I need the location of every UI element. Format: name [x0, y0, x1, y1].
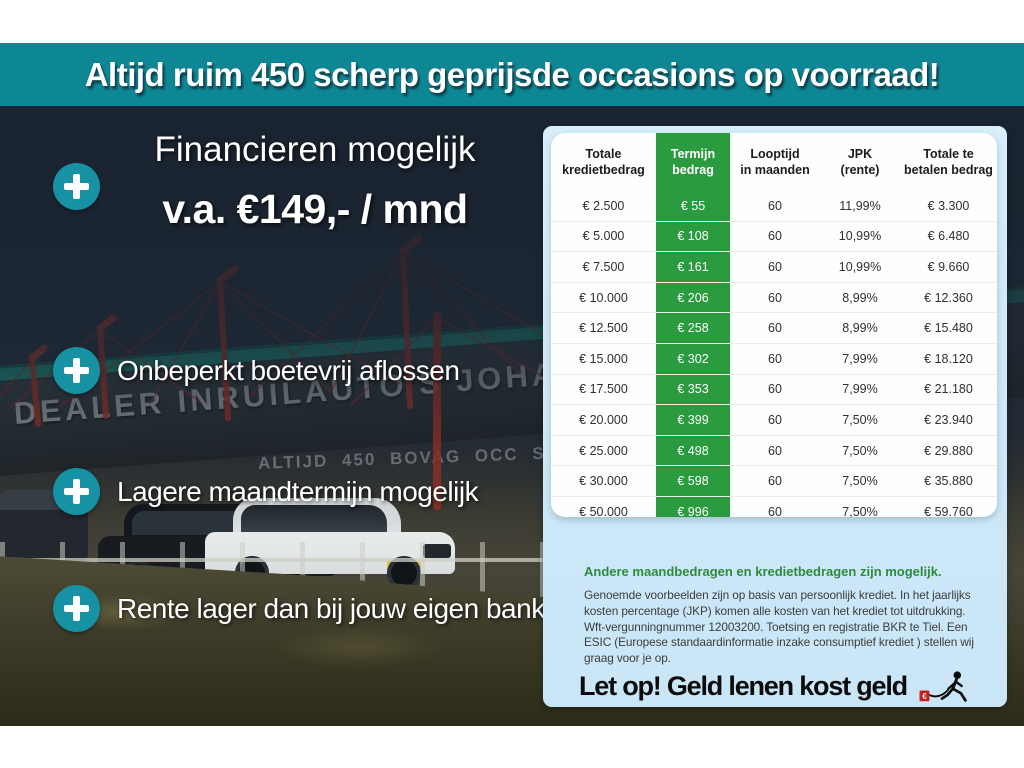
column-header: Totale kredietbedrag — [562, 146, 645, 177]
bullet-text: Lagere maandtermijn mogelijk — [117, 475, 479, 507]
cell: 60 — [768, 198, 782, 213]
table-header-row: Totale kredietbedrag Termijn bedrag Loop… — [551, 133, 997, 191]
cell: 7,99% — [842, 382, 878, 397]
table-row: € 2.500 € 55 60 11,99% € 3.300 — [551, 191, 997, 221]
plus-icon — [53, 468, 100, 515]
column-header: Totale te betalen bedrag — [904, 146, 993, 177]
cell: 10,99% — [838, 259, 882, 274]
cell: € 353 — [677, 382, 709, 397]
cell: € 206 — [677, 290, 709, 305]
cell: € 55 — [680, 198, 706, 213]
table-row: € 50.000 € 996 60 7,50% € 59.760 — [551, 495, 997, 517]
banner-text: Altijd ruim 450 scherp geprijsde occasio… — [84, 55, 940, 93]
cell: € 7.500 — [582, 259, 625, 274]
cell: € 996 — [677, 504, 709, 517]
table-row: € 15.000 € 302 60 7,99% € 18.120 — [551, 342, 997, 374]
cell: € 598 — [677, 474, 709, 489]
finance-headline: Financieren mogelijk v.a. €149,- / mnd — [105, 130, 525, 233]
bullet-item: Lagere maandtermijn mogelijk — [53, 468, 479, 515]
cell: 10,99% — [838, 229, 882, 244]
table-row: € 20.000 € 399 60 7,50% € 23.940 — [551, 404, 997, 435]
cell: € 30.000 — [579, 474, 628, 489]
plus-icon — [53, 163, 100, 210]
cell: € 302 — [677, 351, 709, 366]
bullet-text: Rente lager dan bij jouw eigen bank — [117, 592, 545, 624]
cell: 60 — [768, 443, 782, 458]
cell: € 12.500 — [579, 321, 628, 336]
table-row: € 30.000 € 598 60 7,50% € 35.880 — [551, 465, 997, 496]
cell: € 399 — [677, 412, 709, 427]
cell: 60 — [768, 259, 782, 274]
bullet-text: Onbeperkt boetevrij aflossen — [117, 354, 460, 386]
cell: € 5.000 — [582, 229, 625, 244]
column-header: Looptijd in maanden — [740, 146, 810, 177]
svg-text:€: € — [922, 692, 927, 701]
cell: 60 — [768, 229, 782, 244]
cell: € 498 — [677, 443, 709, 458]
cell: 60 — [768, 351, 782, 366]
cell: 8,99% — [842, 321, 878, 336]
finance-panel: Totale kredietbedrag Termijn bedrag Loop… — [543, 126, 1007, 707]
bullet-item: Onbeperkt boetevrij aflossen — [53, 347, 460, 394]
finance-table-card: Totale kredietbedrag Termijn bedrag Loop… — [551, 133, 997, 517]
alt-amounts-note: Andere maandbedragen en kredietbedragen … — [584, 564, 942, 579]
cell: € 10.000 — [579, 290, 628, 305]
geld-lenen-kost-geld-icon: € — [919, 671, 967, 702]
column-header: JPK (rente) — [840, 146, 880, 177]
cell: € 50.000 — [579, 504, 628, 517]
cell: € 18.120 — [924, 351, 973, 366]
table-row: € 10.000 € 206 60 8,99% € 12.360 — [551, 281, 997, 313]
cell: € 15.480 — [924, 321, 973, 336]
headline-line1: Financieren mogelijk — [154, 130, 476, 169]
headline-line2: v.a. €149,- / mnd — [162, 186, 468, 232]
column-header: Termijn bedrag — [670, 146, 716, 177]
cell: 7,50% — [842, 412, 878, 427]
cell: 60 — [768, 474, 782, 489]
top-banner: Altijd ruim 450 scherp geprijsde occasio… — [0, 43, 1024, 106]
cell: € 108 — [677, 229, 709, 244]
cell: 7,50% — [842, 504, 878, 517]
cell: € 23.940 — [924, 412, 973, 427]
cell: 7,50% — [842, 443, 878, 458]
cell: 7,99% — [842, 351, 878, 366]
cell: € 161 — [677, 259, 709, 274]
cell: € 59.760 — [924, 504, 973, 517]
credit-warning: Let op! Geld lenen kost geld € — [579, 669, 969, 703]
cell: 60 — [768, 321, 782, 336]
cell: € 15.000 — [579, 351, 628, 366]
cell: € 35.880 — [924, 474, 973, 489]
credit-warning-text: Let op! Geld lenen kost geld — [579, 670, 908, 701]
dealership-photo: DEALER INRUILAUTO'S JOHAN MEURE ALTIJD 4… — [0, 106, 1024, 726]
cell: 11,99% — [839, 198, 881, 213]
cell: € 25.000 — [579, 443, 628, 458]
cell: 60 — [768, 504, 782, 517]
table-row: € 5.000 € 108 60 10,99% € 6.480 — [551, 220, 997, 252]
plus-icon — [53, 585, 100, 632]
cell: € 29.880 — [924, 443, 973, 458]
cell: € 12.360 — [924, 290, 973, 305]
termijn-column-highlight — [656, 133, 730, 517]
cell: 60 — [768, 290, 782, 305]
credit-disclaimer: Genoemde voorbeelden zijn op basis van p… — [584, 588, 974, 666]
cell: € 21.180 — [924, 382, 973, 397]
table-row: € 7.500 € 161 60 10,99% € 9.660 — [551, 251, 997, 282]
cell: 60 — [768, 412, 782, 427]
cell: € 17.500 — [579, 382, 628, 397]
table-row: € 25.000 € 498 60 7,50% € 29.880 — [551, 434, 997, 466]
table-row: € 12.500 € 258 60 8,99% € 15.480 — [551, 312, 997, 343]
cell: 8,99% — [842, 290, 878, 305]
cell: € 3.300 — [927, 198, 970, 213]
cell: € 6.480 — [927, 229, 970, 244]
cell: € 20.000 — [579, 412, 628, 427]
plus-icon — [53, 347, 100, 394]
cell: € 9.660 — [927, 259, 970, 274]
cell: € 258 — [677, 321, 709, 336]
table-row: € 17.500 € 353 60 7,99% € 21.180 — [551, 373, 997, 405]
cell: 60 — [768, 382, 782, 397]
cell: € 2.500 — [582, 198, 625, 213]
cell: 7,50% — [842, 474, 878, 489]
bullet-item: Rente lager dan bij jouw eigen bank — [53, 585, 545, 632]
